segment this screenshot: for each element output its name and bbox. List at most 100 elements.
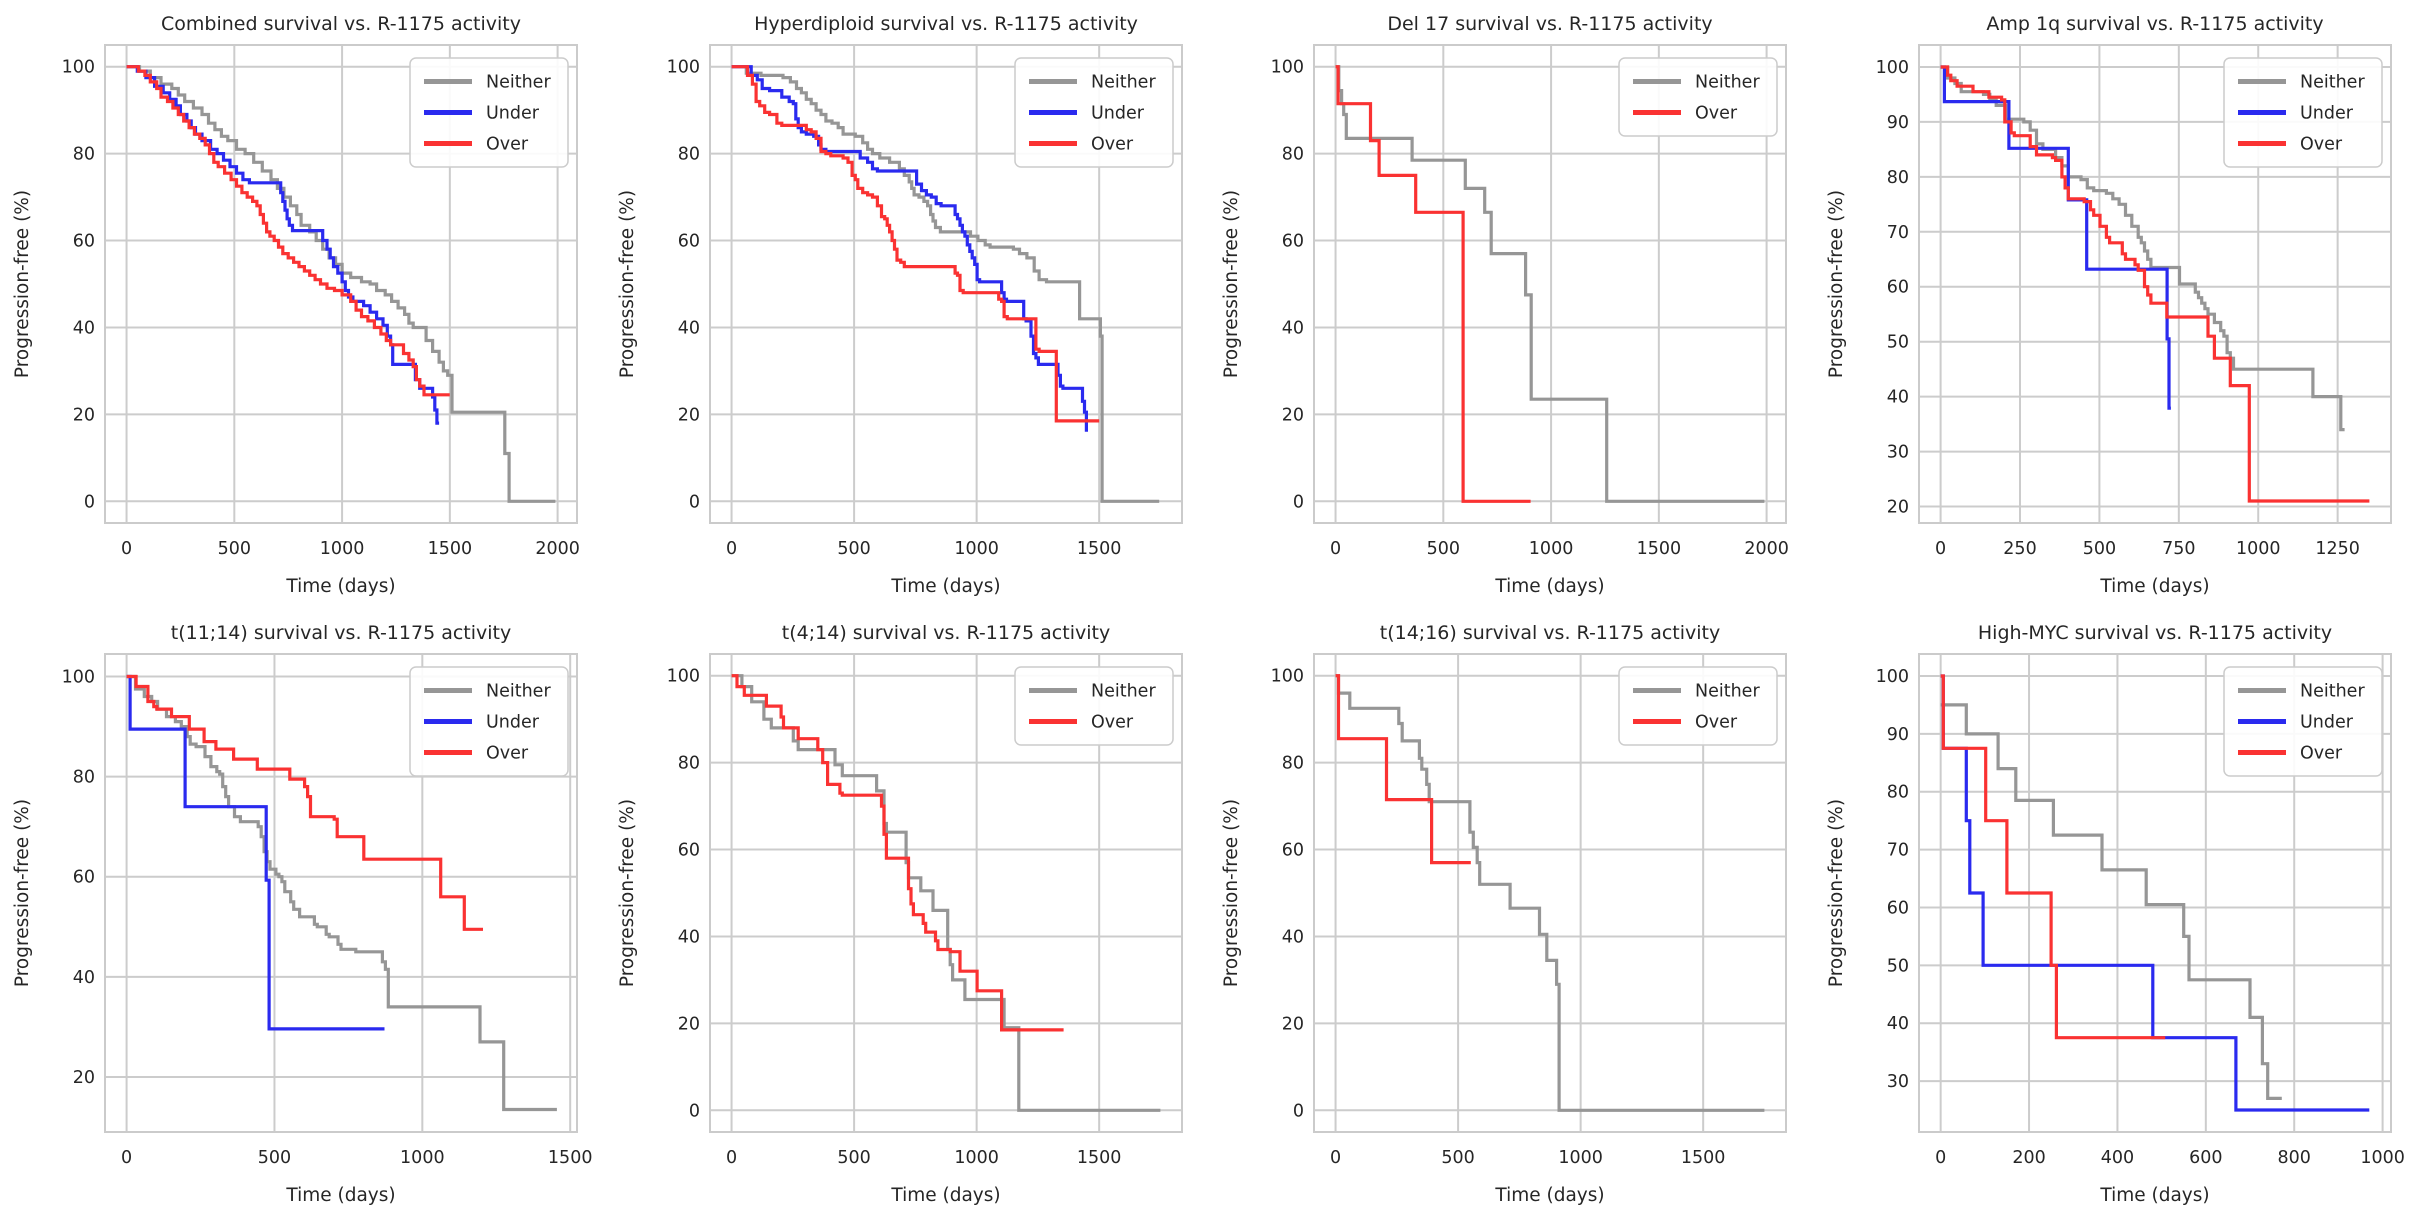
y-tick-label: 80 [73, 145, 95, 165]
x-tick-label: 1500 [428, 539, 473, 559]
x-tick-label: 1500 [1637, 539, 1682, 559]
legend-item-neither: Neither [424, 682, 551, 702]
panel-t-14-16: t(14;16) survival vs. R-1175 activity 0 50… [1209, 609, 1814, 1218]
survival-curve-over [1335, 674, 1471, 865]
legend-box [409, 666, 569, 777]
survival-curve-over [731, 65, 1099, 423]
y-tick-label: 40 [1282, 318, 1304, 338]
x-axis-label: Time (days) [890, 576, 1000, 597]
x-tick-label: 0 [121, 1148, 132, 1168]
y-tick-label: 100 [1271, 667, 1304, 687]
legend-item-over: Over [1028, 713, 1133, 733]
legend-item-over: Over [1633, 713, 1738, 733]
x-tick-label: 1000 [2360, 1148, 2405, 1168]
chart-title: t(4;14) survival vs. R-1175 activity [781, 622, 1109, 644]
legend-item-over: Over [2237, 135, 2343, 155]
y-tick-label: 40 [73, 318, 95, 338]
y-tick-label: 70 [1886, 223, 1908, 243]
km-plot-svg: Combined survival vs. R-1175 activity 0 50… [12, 13, 580, 597]
legend: Neither Under Over [2222, 666, 2383, 777]
x-tick-label: 1000 [320, 539, 365, 559]
x-tick-label: 0 [1935, 1148, 1946, 1168]
legend-label: Over [2300, 744, 2343, 764]
x-tick-label: 500 [837, 1148, 870, 1168]
curves [1940, 65, 2369, 503]
y-tick-label: 100 [666, 667, 699, 687]
y-tick-label: 20 [1282, 405, 1304, 425]
y-tick-label: 40 [1886, 1014, 1908, 1034]
panel-hyperdiploid: Hyperdiploid survival vs. R-1175 activit… [605, 0, 1210, 609]
y-tick-label: 70 [1886, 841, 1908, 861]
legend-box [1013, 57, 1174, 168]
x-axis-label: Time (days) [2099, 576, 2209, 597]
y-tick-label: 90 [1886, 113, 1908, 133]
grid [1918, 45, 2391, 523]
x-tick-label: 500 [1441, 1148, 1474, 1168]
curves [731, 65, 1159, 503]
legend-label: Over [1695, 713, 1738, 733]
curves [126, 65, 556, 503]
chart-title: t(11;14) survival vs. R-1175 activity [171, 622, 512, 644]
axes-frame [1917, 44, 2392, 524]
x-tick-label: 500 [218, 539, 251, 559]
x-tick-label: 500 [2082, 539, 2115, 559]
legend: Neither Under Over [409, 666, 569, 777]
chart-title: Del 17 survival vs. R-1175 activity [1387, 13, 1712, 35]
legend-label: Neither [1091, 73, 1156, 93]
x-axis-label: Time (days) [1494, 576, 1604, 597]
survival-curve-under [126, 674, 385, 1031]
x-tick-label: 400 [2100, 1148, 2133, 1168]
x-tick-label: 500 [837, 539, 870, 559]
legend-item-neither: Neither [2237, 73, 2365, 93]
survival-curve-over [126, 65, 450, 397]
x-tick-label: 1000 [1529, 539, 1574, 559]
x-tick-label: 1000 [1558, 1148, 1603, 1168]
y-tick-label: 0 [688, 1101, 699, 1121]
y-tick-label: 40 [677, 927, 699, 947]
y-tick-label: 20 [677, 405, 699, 425]
chart-title: High-MYC survival vs. R-1175 activity [1977, 622, 2331, 644]
legend-item-neither: Neither [1028, 682, 1156, 702]
axes-frame [1917, 653, 2392, 1133]
x-tick-label: 0 [121, 539, 132, 559]
legend-item-under: Under [424, 713, 540, 733]
legend: Neither Over [1013, 666, 1174, 746]
legend-label: Neither [2300, 682, 2365, 702]
legend-label: Under [2300, 713, 2354, 733]
chart-title: Combined survival vs. R-1175 activity [161, 13, 521, 35]
survival-curve-over [1940, 65, 2369, 503]
legend-box [1618, 666, 1778, 746]
y-tick-label: 20 [73, 1068, 95, 1088]
legend-item-neither: Neither [2237, 682, 2365, 702]
legend-item-neither: Neither [1028, 73, 1156, 93]
x-tick-label: 500 [258, 1148, 291, 1168]
legend-label: Over [2300, 135, 2343, 155]
x-tick-label: 1500 [1076, 1148, 1121, 1168]
y-tick-label: 20 [1886, 498, 1908, 518]
curves [126, 674, 557, 1112]
x-tick-label: 1000 [954, 539, 999, 559]
legend-label: Neither [2300, 73, 2365, 93]
chart-title: Amp 1q survival vs. R-1175 activity [1986, 13, 2323, 35]
panel-t-11-14: t(11;14) survival vs. R-1175 activity 0 50… [0, 609, 605, 1218]
legend-item-neither: Neither [424, 73, 551, 93]
panel-del-17: Del 17 survival vs. R-1175 activity 0 500 1… [1209, 0, 1814, 609]
y-tick-label: 100 [666, 58, 699, 78]
curves [1335, 674, 1765, 1112]
km-plot-svg: Hyperdiploid survival vs. R-1175 activit… [617, 13, 1183, 597]
y-axis-label: Progression-free (%) [1826, 190, 1847, 378]
survival-curve-under [126, 65, 440, 425]
survival-curve-neither [1940, 703, 2282, 1100]
x-tick-label: 800 [2277, 1148, 2310, 1168]
panel-high-myc: High-MYC survival vs. R-1175 activity 0 20… [1814, 609, 2418, 1218]
legend-box [1618, 57, 1778, 137]
y-tick-label: 100 [1271, 58, 1304, 78]
y-tick-label: 80 [1282, 754, 1304, 774]
legend-item-over: Over [2237, 744, 2343, 764]
legend-label: Under [1091, 104, 1145, 124]
y-tick-label: 80 [677, 145, 699, 165]
x-tick-label: 600 [2189, 1148, 2222, 1168]
x-axis-label: Time (days) [2099, 1185, 2209, 1206]
survival-curve-over [731, 674, 1064, 1032]
y-tick-label: 100 [62, 58, 95, 78]
